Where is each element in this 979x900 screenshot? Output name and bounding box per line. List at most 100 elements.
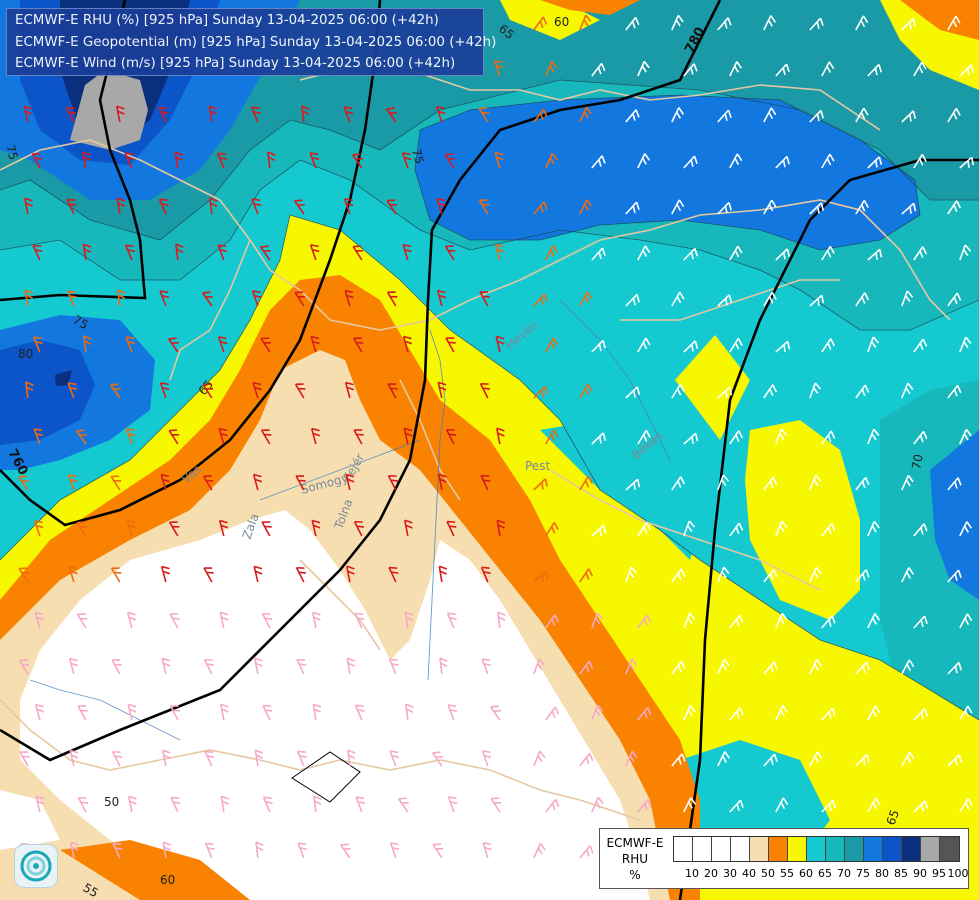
wind-barb-icon bbox=[478, 199, 490, 215]
rhu-contour-label: 70 bbox=[909, 453, 925, 470]
wind-barb-icon bbox=[763, 199, 777, 215]
wind-barb-icon bbox=[35, 795, 45, 813]
wind-barb-icon bbox=[625, 658, 638, 675]
wind-barb-icon bbox=[821, 246, 835, 261]
wind-barb-icon bbox=[671, 660, 686, 675]
wind-barb-icon bbox=[671, 476, 686, 491]
wind-barb-icon bbox=[579, 199, 593, 215]
wind-barb-icon bbox=[867, 336, 880, 353]
wind-barb-icon bbox=[389, 750, 400, 767]
wind-barb-icon bbox=[310, 427, 321, 445]
wind-barb-icon bbox=[545, 337, 559, 353]
wind-barb-icon bbox=[763, 15, 777, 31]
wind-barb-icon bbox=[127, 795, 137, 813]
rhu-55-north bbox=[540, 0, 640, 15]
wind-barb-icon bbox=[775, 155, 790, 169]
wind-barb-icon bbox=[809, 751, 823, 767]
wind-barb-icon bbox=[252, 473, 263, 491]
wind-barb-icon bbox=[402, 335, 413, 353]
wind-barb-icon bbox=[729, 799, 744, 813]
wind-barb-icon bbox=[75, 429, 87, 445]
wind-barb-icon bbox=[478, 107, 490, 123]
wind-barb-icon bbox=[821, 61, 835, 77]
wind-barb-icon bbox=[591, 796, 604, 813]
wind-barb-icon bbox=[545, 245, 559, 261]
wind-barb-icon bbox=[405, 703, 414, 721]
wind-barb-icon bbox=[355, 796, 366, 813]
wind-barb-icon bbox=[482, 841, 492, 859]
wind-barb-icon bbox=[947, 15, 961, 31]
rhu-contour-label: 50 bbox=[104, 795, 119, 809]
legend-swatch bbox=[845, 837, 864, 861]
legend-swatch bbox=[902, 837, 921, 861]
wind-barb-icon bbox=[494, 151, 504, 169]
wind-barb-icon bbox=[18, 659, 30, 675]
wind-barb-icon bbox=[309, 152, 320, 169]
wind-barb-icon bbox=[494, 243, 505, 261]
wind-barb-icon bbox=[262, 704, 273, 721]
wind-barb-icon bbox=[809, 109, 824, 123]
wind-barb-icon bbox=[168, 521, 180, 537]
wind-barb-icon bbox=[217, 336, 228, 353]
wind-barb-icon bbox=[311, 611, 321, 629]
wind-barb-icon bbox=[490, 797, 502, 813]
wind-barb-icon bbox=[386, 199, 398, 215]
wind-barb-icon bbox=[436, 197, 446, 215]
rhu-90-west bbox=[55, 370, 72, 386]
wind-barb-icon bbox=[809, 202, 825, 215]
wind-barb-icon bbox=[821, 799, 836, 813]
wind-barb-icon bbox=[625, 109, 640, 123]
wind-barb-icon bbox=[545, 614, 560, 629]
wind-barb-icon bbox=[809, 659, 823, 675]
wind-barb-icon bbox=[545, 429, 559, 445]
wind-barbs bbox=[17, 14, 975, 859]
wind-barb-icon bbox=[867, 156, 883, 169]
wind-barb-icon bbox=[913, 338, 928, 353]
wind-barb-icon bbox=[402, 243, 412, 261]
wind-barb-icon bbox=[855, 292, 870, 307]
legend-swatch bbox=[750, 837, 769, 861]
wind-barb-icon bbox=[260, 429, 272, 445]
legend-tick-label: 50 bbox=[761, 867, 775, 880]
wind-barb-icon bbox=[959, 705, 973, 721]
wind-barb-icon bbox=[947, 569, 962, 583]
wind-barb-icon bbox=[204, 750, 215, 767]
wind-barb-icon bbox=[479, 291, 490, 307]
wind-barb-icon bbox=[809, 474, 822, 491]
wind-barb-icon bbox=[24, 289, 34, 307]
legend-swatch bbox=[883, 837, 902, 861]
wind-barb-icon bbox=[220, 795, 230, 813]
wind-barb-icon bbox=[126, 519, 136, 537]
wind-barb-icon bbox=[729, 245, 743, 261]
wind-barb-icon bbox=[959, 613, 973, 629]
wind-barb-icon bbox=[161, 749, 171, 767]
wind-barb-icon bbox=[436, 289, 447, 307]
legend-tick-label: 10 bbox=[685, 867, 699, 880]
legend-title-variable: RHU bbox=[621, 852, 649, 866]
wind-barb-icon bbox=[296, 750, 307, 767]
wind-barb-icon bbox=[947, 661, 962, 675]
wind-barb-icon bbox=[533, 478, 549, 491]
wind-barb-icon bbox=[637, 614, 652, 629]
wind-barb-icon bbox=[68, 657, 79, 675]
wind-barb-icon bbox=[495, 335, 505, 353]
wind-barb-icon bbox=[729, 614, 744, 629]
wind-barb-icon bbox=[347, 749, 356, 767]
wind-barb-icon bbox=[217, 244, 228, 261]
wind-barb-icon bbox=[683, 612, 696, 629]
wind-barb-icon bbox=[775, 248, 791, 261]
wind-barb-icon bbox=[775, 612, 788, 629]
legend-swatch bbox=[693, 837, 712, 861]
rhu-contour-lines bbox=[0, 79, 979, 721]
wind-barb-icon bbox=[311, 519, 321, 537]
wind-barb-icon bbox=[23, 105, 33, 123]
wind-barb-icon bbox=[159, 290, 170, 307]
wind-barb-icon bbox=[855, 569, 870, 583]
wind-barb-icon bbox=[763, 476, 778, 491]
wind-barb-icon bbox=[913, 154, 927, 169]
wind-barb-icon bbox=[591, 155, 606, 169]
wind-barb-icon bbox=[867, 613, 881, 629]
wind-barb-icon bbox=[344, 289, 354, 307]
